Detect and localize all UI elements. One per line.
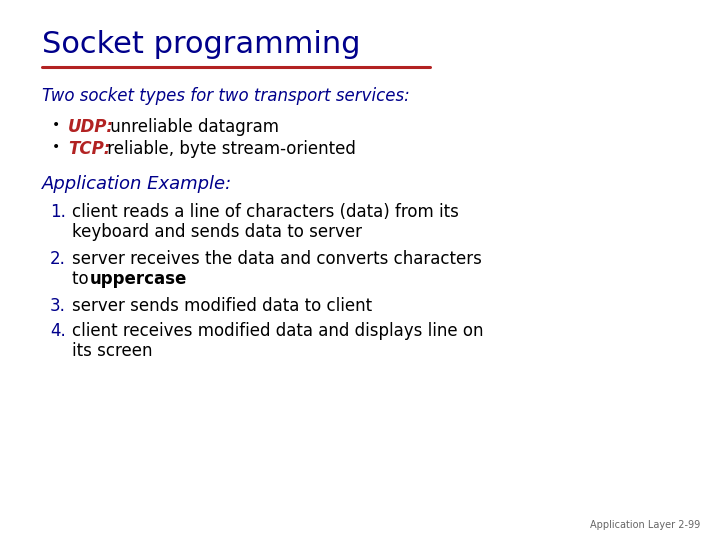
Text: 3.: 3. <box>50 297 66 315</box>
Text: reliable, byte stream-oriented: reliable, byte stream-oriented <box>102 140 356 158</box>
Text: client reads a line of characters (data) from its: client reads a line of characters (data)… <box>72 203 459 221</box>
Text: its screen: its screen <box>72 342 153 360</box>
Text: uppercase: uppercase <box>90 270 187 288</box>
Text: unreliable datagram: unreliable datagram <box>105 118 279 136</box>
Text: 1.: 1. <box>50 203 66 221</box>
Text: •: • <box>52 118 60 132</box>
Text: Socket programming: Socket programming <box>42 30 361 59</box>
Text: UDP:: UDP: <box>68 118 114 136</box>
Text: TCP:: TCP: <box>68 140 110 158</box>
Text: client receives modified data and displays line on: client receives modified data and displa… <box>72 322 484 340</box>
Text: Two socket types for two transport services:: Two socket types for two transport servi… <box>42 87 410 105</box>
Text: server sends modified data to client: server sends modified data to client <box>72 297 372 315</box>
Text: keyboard and sends data to server: keyboard and sends data to server <box>72 223 362 241</box>
Text: 4.: 4. <box>50 322 66 340</box>
Text: Application Example:: Application Example: <box>42 175 233 193</box>
Text: server receives the data and converts characters: server receives the data and converts ch… <box>72 250 482 268</box>
Text: •: • <box>52 140 60 154</box>
Text: 2.: 2. <box>50 250 66 268</box>
Text: Application Layer 2-99: Application Layer 2-99 <box>590 520 700 530</box>
Text: to: to <box>72 270 94 288</box>
